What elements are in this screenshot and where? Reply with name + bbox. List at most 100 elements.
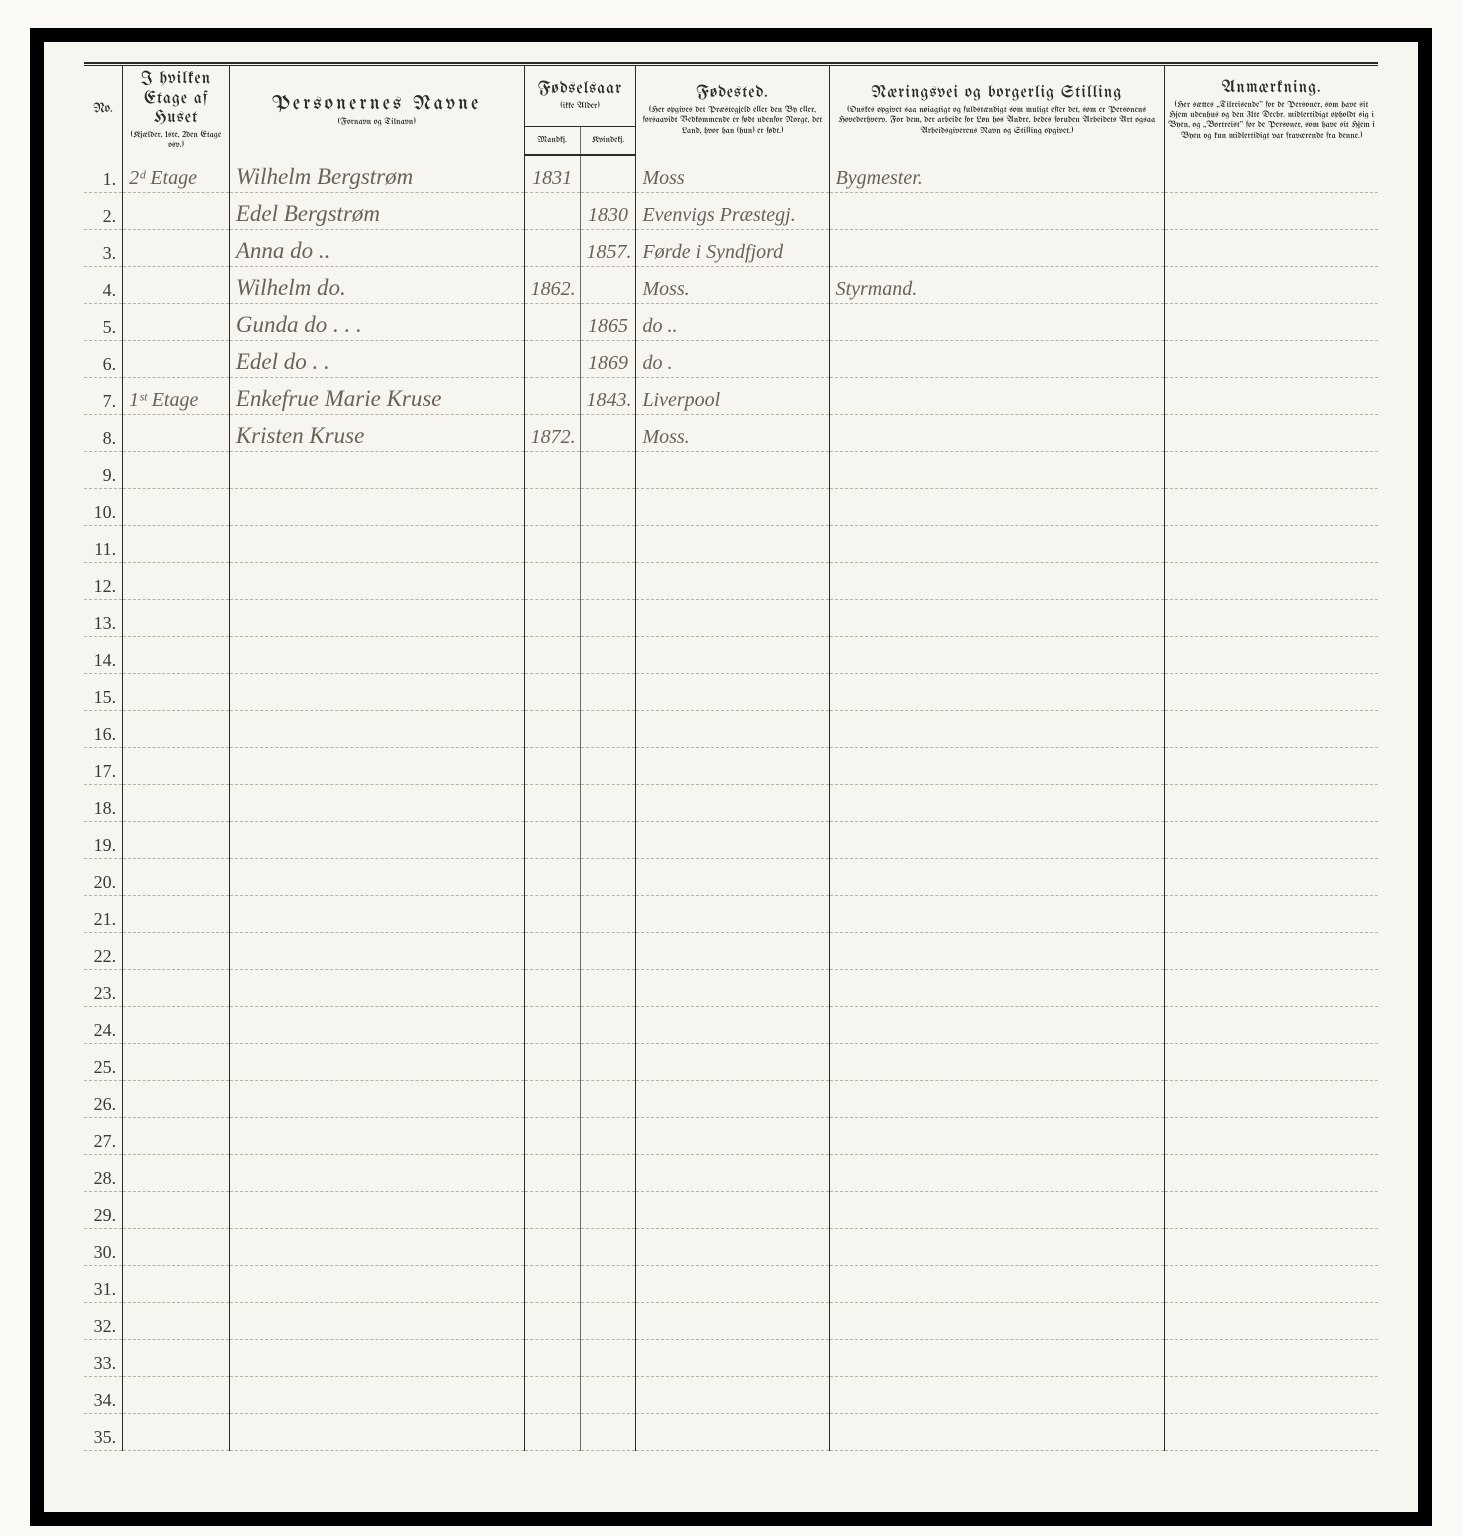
cell-year-female (580, 562, 636, 599)
cell-year-female (580, 1191, 636, 1228)
table-row: 26. (84, 1080, 1378, 1117)
cell-year-male (524, 488, 580, 525)
table-row: 24. (84, 1006, 1378, 1043)
cell-etage: 2ᵈ Etage (123, 155, 230, 192)
cell-occupation (829, 784, 1164, 821)
cell-etage (123, 1191, 230, 1228)
cell-name: Edel do . . (229, 340, 524, 377)
cell-birthplace: Moss (636, 155, 829, 192)
cell-no: 34. (84, 1376, 123, 1413)
cell-birthplace: do .. (636, 303, 829, 340)
table-row: 2.Edel Bergstrøm1830Evenvigs Præstegj. (84, 192, 1378, 229)
cell-year-male: 1872. (524, 414, 580, 451)
cell-birthplace: do . (636, 340, 829, 377)
cell-birthplace (636, 1080, 829, 1117)
header-place-title: Fødested. (696, 85, 768, 102)
cell-name (229, 747, 524, 784)
cell-birthplace (636, 1413, 829, 1450)
header-remarks: Anmærkning. (Her sættes „Tilreisende" fo… (1165, 66, 1379, 155)
cell-remarks (1165, 488, 1379, 525)
cell-etage (123, 932, 230, 969)
cell-remarks (1165, 1376, 1379, 1413)
cell-year-female (580, 1043, 636, 1080)
cell-year-female: 1869 (580, 340, 636, 377)
cell-year-female: 1830 (580, 192, 636, 229)
cell-year-male (524, 377, 580, 414)
cell-name (229, 673, 524, 710)
header-occ-title: Næringsvei og borgerlig Stilling (871, 85, 1122, 102)
cell-year-male (524, 1154, 580, 1191)
cell-year-female (580, 1006, 636, 1043)
cell-occupation (829, 821, 1164, 858)
table-row: 14. (84, 636, 1378, 673)
table-row: 23. (84, 969, 1378, 1006)
header-year: Fødselsaar (ikke Alder) (524, 66, 636, 126)
cell-year-male (524, 969, 580, 1006)
cell-remarks (1165, 1006, 1379, 1043)
table-row: 5.Gunda do . . .1865do .. (84, 303, 1378, 340)
cell-occupation (829, 451, 1164, 488)
cell-year-male (524, 1117, 580, 1154)
table-row: 29. (84, 1191, 1378, 1228)
cell-etage (123, 1043, 230, 1080)
cell-occupation (829, 932, 1164, 969)
cell-birthplace (636, 1006, 829, 1043)
cell-no: 16. (84, 710, 123, 747)
table-row: 33. (84, 1339, 1378, 1376)
cell-etage (123, 710, 230, 747)
header-year-male: Mandkj. (524, 126, 580, 155)
cell-no: 1. (84, 155, 123, 192)
cell-occupation (829, 895, 1164, 932)
cell-year-male (524, 1228, 580, 1265)
cell-occupation (829, 1265, 1164, 1302)
cell-remarks (1165, 969, 1379, 1006)
table-body: 1.2ᵈ EtageWilhelm Bergstrøm1831MossBygme… (84, 155, 1378, 1450)
cell-etage (123, 229, 230, 266)
table-row: 1.2ᵈ EtageWilhelm Bergstrøm1831MossBygme… (84, 155, 1378, 192)
cell-remarks (1165, 1302, 1379, 1339)
cell-year-female (580, 451, 636, 488)
header-year-female: Kvindekj. (580, 126, 636, 155)
table-row: 13. (84, 599, 1378, 636)
cell-year-female (580, 266, 636, 303)
cell-year-male: 1862. (524, 266, 580, 303)
cell-remarks (1165, 377, 1379, 414)
cell-no: 13. (84, 599, 123, 636)
cell-birthplace (636, 710, 829, 747)
cell-etage (123, 1302, 230, 1339)
cell-birthplace (636, 821, 829, 858)
cell-no: 29. (84, 1191, 123, 1228)
cell-no: 2. (84, 192, 123, 229)
cell-name: Wilhelm Bergstrøm (229, 155, 524, 192)
cell-no: 17. (84, 747, 123, 784)
cell-year-female (580, 1339, 636, 1376)
cell-name (229, 784, 524, 821)
cell-etage (123, 266, 230, 303)
cell-year-female (580, 1228, 636, 1265)
cell-year-female (580, 525, 636, 562)
cell-year-male (524, 229, 580, 266)
page: No. I hvilken Etage af Huset (Kjælder, 1… (0, 0, 1462, 1536)
cell-birthplace (636, 451, 829, 488)
cell-no: 27. (84, 1117, 123, 1154)
cell-etage (123, 1376, 230, 1413)
header-year-title: Fødselsaar (538, 81, 622, 98)
cell-name (229, 1117, 524, 1154)
cell-remarks (1165, 525, 1379, 562)
cell-occupation (829, 636, 1164, 673)
cell-birthplace (636, 1154, 829, 1191)
cell-year-female (580, 673, 636, 710)
cell-name (229, 599, 524, 636)
header-etage: I hvilken Etage af Huset (Kjælder, 1ste,… (123, 66, 230, 155)
cell-etage (123, 784, 230, 821)
cell-occupation (829, 229, 1164, 266)
cell-birthplace (636, 1302, 829, 1339)
cell-year-female (580, 1376, 636, 1413)
header-year-sub: (ikke Alder) (528, 102, 633, 112)
table-row: 31. (84, 1265, 1378, 1302)
cell-etage (123, 895, 230, 932)
cell-etage (123, 1154, 230, 1191)
cell-remarks (1165, 562, 1379, 599)
header-place: Fødested. (Her opgives det Præstegjeld e… (636, 66, 829, 155)
cell-year-male (524, 821, 580, 858)
